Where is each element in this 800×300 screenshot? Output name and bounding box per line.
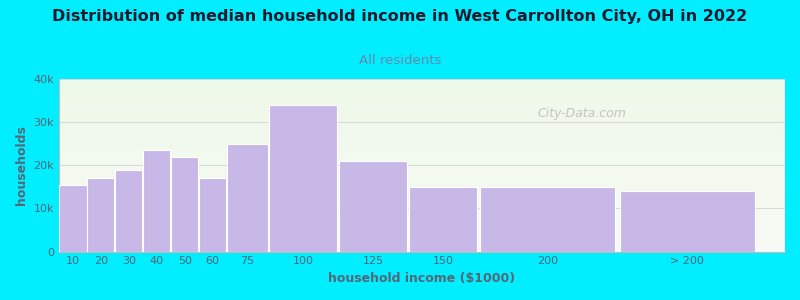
- Bar: [619, 191, 755, 252]
- Bar: [270, 105, 338, 252]
- Text: All residents: All residents: [359, 54, 441, 67]
- Bar: [227, 144, 268, 252]
- Text: City-Data.com: City-Data.com: [538, 107, 626, 120]
- Y-axis label: households: households: [15, 125, 28, 205]
- Bar: [87, 178, 114, 252]
- Bar: [171, 157, 198, 252]
- Bar: [143, 150, 170, 252]
- Bar: [339, 161, 407, 252]
- X-axis label: household income ($1000): household income ($1000): [329, 272, 515, 285]
- Bar: [115, 169, 142, 252]
- Bar: [59, 185, 86, 252]
- Text: Distribution of median household income in West Carrollton City, OH in 2022: Distribution of median household income …: [52, 9, 748, 24]
- Bar: [480, 187, 615, 252]
- Bar: [199, 178, 226, 252]
- Bar: [409, 187, 477, 252]
